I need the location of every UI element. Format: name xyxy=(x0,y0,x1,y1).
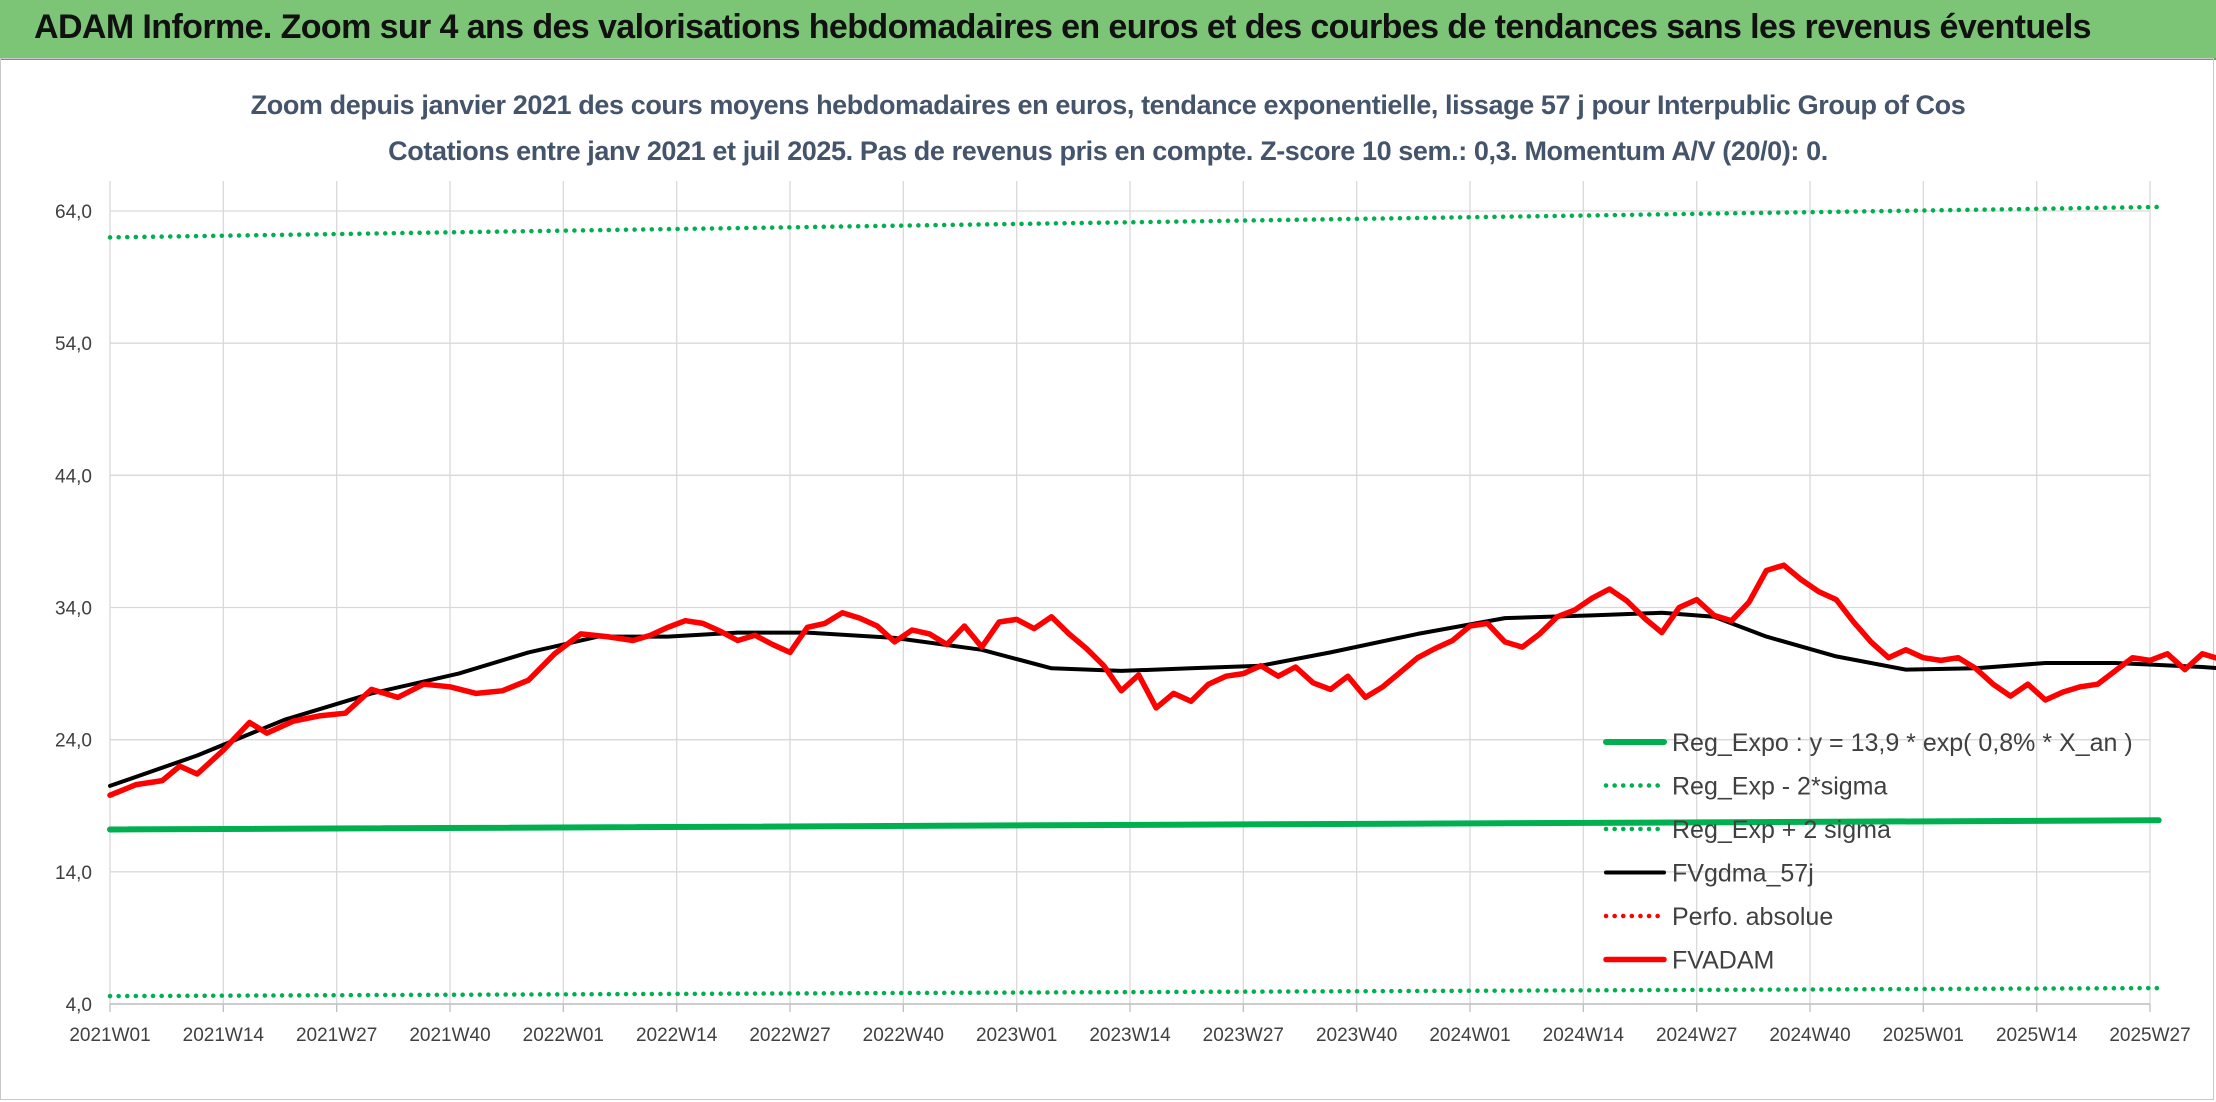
chart-frame xyxy=(0,58,2214,1100)
x-tick-label: 2022W40 xyxy=(863,1025,944,1046)
y-tick-label: 44,0 xyxy=(55,466,92,487)
x-tick-label: 2023W40 xyxy=(1316,1025,1397,1046)
grid-lines xyxy=(109,181,2151,1005)
series-line xyxy=(107,204,2161,240)
x-tick-label: 2023W01 xyxy=(976,1025,1057,1046)
y-axis-ticks: 4,0 14,0 24,0 34,0 44,0 54,0 64,0 xyxy=(55,202,92,1016)
chart-subtitle: Cotations entre janv 2021 et juil 2025. … xyxy=(388,136,1828,166)
x-tick-label: 2024W01 xyxy=(1429,1025,1510,1046)
x-tick-label: 2024W14 xyxy=(1543,1025,1625,1046)
x-tick-label: 2021W14 xyxy=(183,1025,265,1046)
legend-label: FVADAM xyxy=(1672,947,1774,975)
legend-label: Perfo. absolue xyxy=(1672,903,1833,931)
x-tick-label: 2023W27 xyxy=(1203,1025,1284,1046)
x-tick-label: 2025W01 xyxy=(1883,1025,1964,1046)
x-tick-label: 2021W27 xyxy=(296,1025,377,1046)
y-tick-label: 24,0 xyxy=(55,731,92,752)
x-tick-label: 2024W27 xyxy=(1656,1025,1737,1046)
chart-title: Zoom depuis janvier 2021 des cours moyen… xyxy=(250,90,1966,120)
legend: Reg_Expo : y = 13,9 * exp( 0,8% * X_an )… xyxy=(1603,729,2133,975)
x-tick-label: 2021W40 xyxy=(409,1025,490,1046)
series-line xyxy=(107,985,2161,999)
report-title: ADAM Informe. Zoom sur 4 ans des valoris… xyxy=(34,8,2092,46)
series-line xyxy=(107,817,2162,833)
legend-label: Reg_Exp + 2 sigma xyxy=(1672,816,1891,844)
legend-label: FVgdma_57j xyxy=(1672,860,1814,888)
y-tick-label: 64,0 xyxy=(55,202,92,223)
x-tick-label: 2022W01 xyxy=(523,1025,604,1046)
y-tick-label: 54,0 xyxy=(55,334,92,355)
x-tick-label: 2021W01 xyxy=(69,1025,150,1046)
x-axis-ticks: 2021W01 2021W14 2021W27 2021W40 2022W01 2022W… xyxy=(69,1003,2191,1046)
series-line xyxy=(107,562,2216,798)
x-tick-label: 2022W27 xyxy=(749,1025,830,1046)
y-tick-label: 34,0 xyxy=(55,599,92,620)
series-lines xyxy=(107,204,2216,999)
x-tick-label: 2023W14 xyxy=(1089,1025,1171,1046)
legend-label: Reg_Expo : y = 13,9 * exp( 0,8% * X_an ) xyxy=(1672,729,2133,757)
y-tick-label: 4,0 xyxy=(66,995,92,1016)
report-banner: ADAM Informe. Zoom sur 4 ans des valoris… xyxy=(0,0,2216,60)
x-tick-label: 2022W14 xyxy=(636,1025,718,1046)
y-tick-label: 14,0 xyxy=(55,863,92,884)
x-tick-label: 2025W14 xyxy=(1996,1025,2078,1046)
x-tick-label: 2024W40 xyxy=(1769,1025,1850,1046)
legend-label: Reg_Exp - 2*sigma xyxy=(1672,773,1887,801)
x-tick-label: 2025W27 xyxy=(2109,1025,2190,1046)
